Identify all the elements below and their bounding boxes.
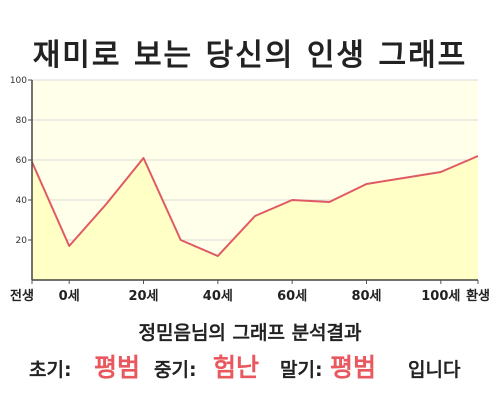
late-label: 말기: [280,359,323,381]
x-tick-label: 80세 [351,289,381,304]
mid-label: 중기: [154,359,197,381]
mid-value: 험난 [213,353,260,382]
summary-title: 정믿음님의 그래프 분석결과 [138,322,362,344]
y-tick-label: 20 [16,236,28,246]
summary-line: 초기: 평범 중기: 험난 말기: 평범 입니다 [0,346,500,382]
early-label: 초기: [29,359,72,381]
y-tick-label: 80 [16,116,28,126]
early-value: 평범 [94,353,141,382]
x-tick-label: 40세 [203,289,233,304]
summary-ending: 입니다 [408,359,461,381]
x-tick-label: 전생 [10,288,34,304]
page-title: 재미로 보는 당신의 인생 그래프 [32,38,468,73]
life-area [32,156,478,280]
x-tick-label: 20세 [128,289,158,304]
y-tick-label: 60 [16,156,28,166]
y-tick-label: 40 [16,196,28,206]
x-tick-label: 100세 [421,289,460,304]
late-value: 평범 [330,353,377,382]
x-tick-label: 환생 [466,288,490,304]
life-line [31,155,479,257]
y-axis-ticks: 20 40 60 80 100 [10,76,32,246]
x-tick-label: 0세 [59,289,80,304]
y-tick-label: 100 [10,76,27,86]
x-axis-ticks: 전생 0세 20세 40세 60세 80세 100세 환생 [10,280,490,304]
x-tick-label: 60세 [277,289,307,304]
life-graph-chart: 20 40 60 80 100 전생 0세 20세 40세 60세 80세 100세 환생 [10,76,490,304]
